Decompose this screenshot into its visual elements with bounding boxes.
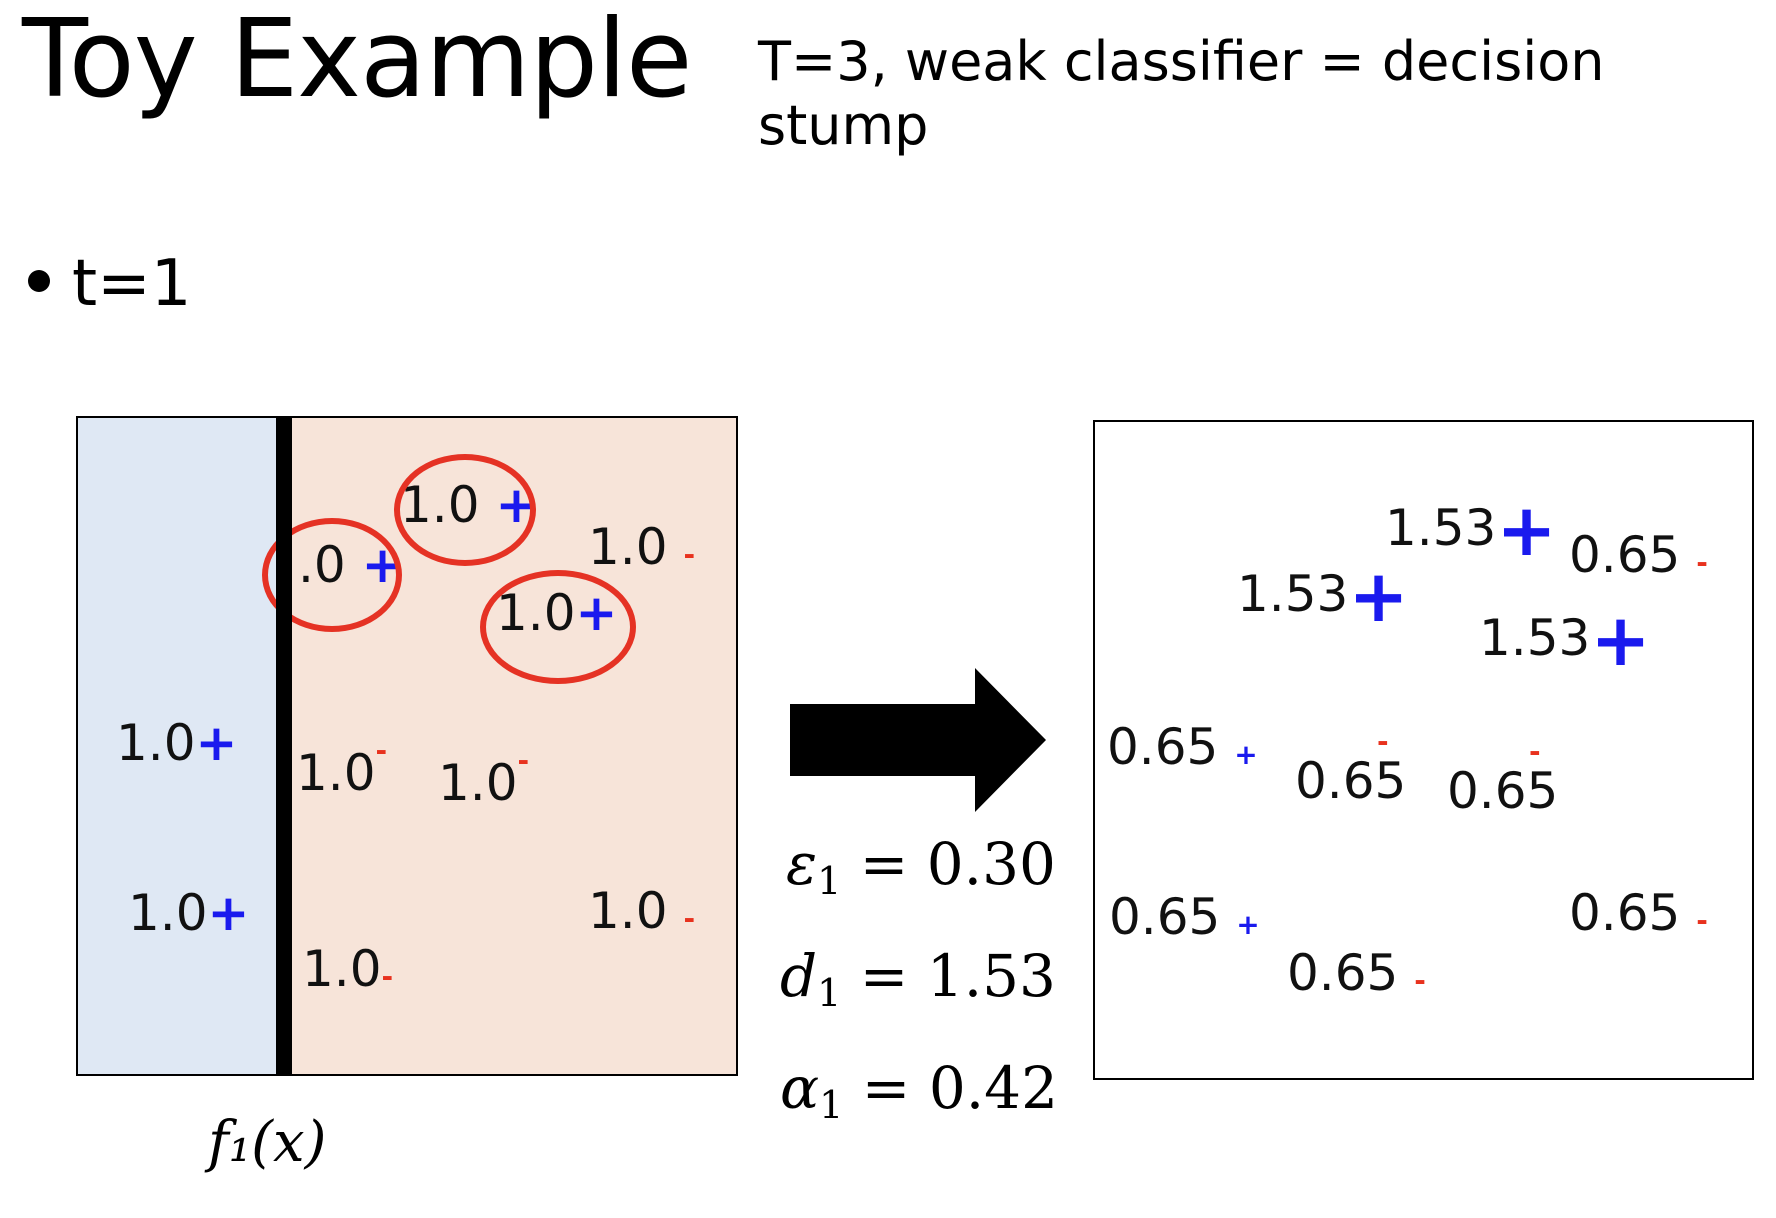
right-point: 0.65- — [1295, 725, 1407, 810]
left-sample-panel: 1.0 + .0 + 1.0+ 1.0 - 1.0+ 1.0- 1.0- 1.0… — [76, 416, 738, 1076]
misclassified-circle — [394, 454, 536, 566]
epsilon-equation: ε1 = 0.30 — [786, 830, 1056, 903]
decision-stump-line — [276, 418, 292, 1074]
d-equation: d1 = 1.53 — [780, 942, 1056, 1015]
slide-title: Toy Example — [22, 0, 692, 122]
slide-subtitle: T=3, weak classifier = decision stump — [758, 30, 1605, 157]
right-point: 0.65 - — [1287, 944, 1426, 1002]
left-point: 1.0+ — [128, 884, 250, 942]
region-left-of-stump — [78, 418, 276, 1074]
bullet-text: t=1 — [72, 247, 192, 321]
misclassified-circle — [262, 518, 402, 632]
left-point: 1.0- — [438, 744, 530, 812]
right-point: 1.53+ — [1385, 488, 1557, 572]
left-point: 1.0- — [302, 940, 394, 998]
left-point: 1.0- — [296, 734, 388, 802]
left-point: 1.0 - — [588, 518, 696, 576]
right-point: 0.65 + — [1109, 888, 1260, 946]
right-point: 1.53+ — [1237, 554, 1409, 638]
left-point: 1.0 - — [588, 882, 696, 940]
alpha-equation: α1 = 0.42 — [780, 1054, 1058, 1127]
bullet-dot — [28, 270, 50, 293]
left-point: 1.0+ — [116, 714, 238, 772]
bullet-item: t=1 — [28, 246, 191, 322]
right-arrow-icon — [790, 668, 1046, 812]
misclassified-circle — [480, 570, 636, 684]
classifier-label: f₁(x) — [208, 1110, 327, 1175]
right-point: 0.65 - — [1569, 526, 1708, 584]
right-point: 1.53+ — [1479, 598, 1651, 682]
right-point: 0.65 + — [1107, 718, 1258, 776]
right-sample-panel: 1.53+ 0.65 - 1.53+ 1.53+ 0.65 + 0.65- 0.… — [1093, 420, 1754, 1080]
right-point: 0.65- — [1447, 735, 1559, 820]
right-point: 0.65 - — [1569, 884, 1708, 942]
